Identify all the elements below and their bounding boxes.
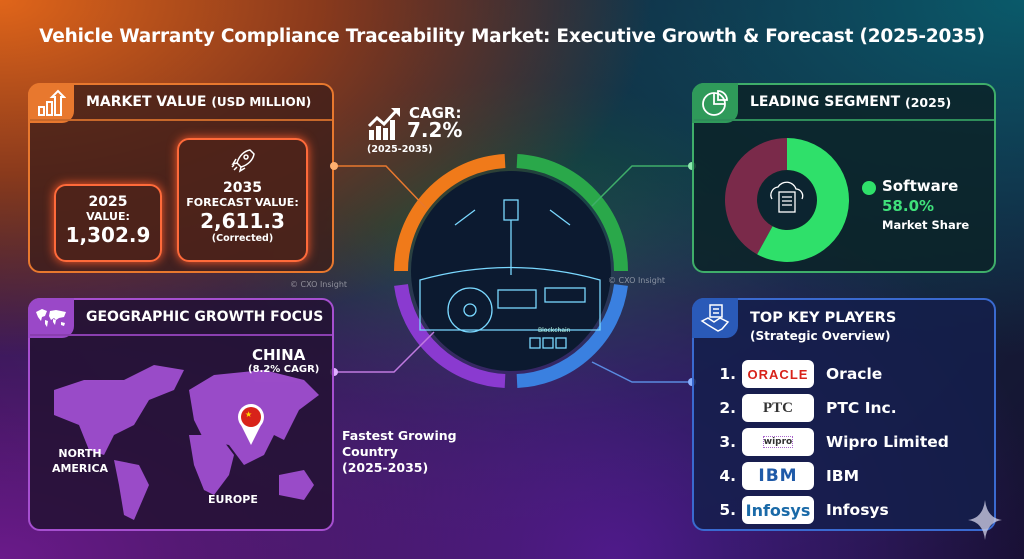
- player-logo: Infosys: [742, 496, 814, 524]
- key-player-row: 5. Infosys Infosys: [712, 496, 889, 524]
- player-name: IBM: [826, 467, 860, 485]
- segment-share-label: Market Share: [882, 218, 970, 232]
- header-text: GEOGRAPHIC GROWTH FOCUS: [86, 309, 324, 325]
- watermark: © CXO Insight: [608, 276, 666, 285]
- donut-segment-other: [725, 138, 787, 255]
- cagr-period: (2025-2035): [367, 144, 433, 155]
- panel-header: GEOGRAPHIC GROWTH FOCUS: [30, 300, 332, 336]
- current-value-box: 2025 VALUE: 1,302.9: [54, 184, 162, 262]
- callout-line: Fastest Growing: [342, 428, 457, 443]
- current-year: 2025: [88, 194, 128, 210]
- player-logo: ORACLE: [742, 360, 814, 388]
- callout-line: (2025-2035): [342, 460, 429, 475]
- share-donut-chart: [725, 138, 849, 262]
- donut-segment-software: [757, 138, 849, 262]
- segment-share: 58.0%: [882, 197, 935, 215]
- watermark: © CXO Insight: [290, 280, 348, 289]
- bar-chart-arrow-icon: [28, 83, 74, 123]
- logo-text: IBM: [758, 466, 798, 486]
- cagr-label: CAGR:: [409, 104, 462, 122]
- player-name: PTC Inc.: [826, 399, 897, 417]
- logo-text: wipro: [762, 436, 794, 448]
- forecast-label: FORECAST VALUE:: [186, 196, 299, 209]
- player-name: Infosys: [826, 501, 889, 519]
- header-subtext: (Strategic Overview): [750, 329, 891, 343]
- current-label: VALUE:: [86, 210, 130, 223]
- forecast-year: 2035: [223, 180, 262, 196]
- player-logo: IBM: [742, 462, 814, 490]
- orange-arc: [393, 154, 506, 272]
- player-rank: 1.: [719, 365, 736, 383]
- legend-dot: [862, 181, 876, 195]
- blue-arc: [516, 283, 628, 388]
- logo-text: Infosys: [745, 500, 811, 520]
- player-rank: 4.: [719, 467, 736, 485]
- page-title: Vehicle Warranty Compliance Traceability…: [39, 26, 985, 47]
- cloud-document-icon: [770, 181, 804, 213]
- central-ring-graphic: Blockchain: [393, 154, 629, 388]
- current-value: 1,302.9: [65, 223, 151, 247]
- china-flag-icon: [241, 407, 261, 427]
- key-player-row: 1. ORACLE Oracle: [712, 360, 882, 388]
- world-map: ★: [54, 365, 319, 520]
- key-player-row: 4. IBM IBM: [712, 462, 859, 490]
- world-map-icon: [28, 298, 74, 338]
- logo-text: ORACLE: [747, 366, 809, 382]
- purple-arc: [394, 283, 506, 388]
- sparkle-icon: [968, 500, 1002, 540]
- key-players-panel: TOP KEY PLAYERS (Strategic Overview) 1. O…: [692, 298, 996, 531]
- leading-segment-panel: LEADING SEGMENT (2025) Software 58.0% Ma…: [692, 83, 996, 273]
- fastest-growing-callout: Fastest Growing Country (2025-2035): [342, 428, 457, 476]
- forecast-value: 2,611.3: [200, 209, 285, 233]
- header-text: MARKET VALUE: [86, 94, 207, 110]
- callout-line: Country: [342, 444, 398, 459]
- donut-hole: [759, 172, 815, 228]
- country-cagr: (8.2% CAGR): [248, 364, 320, 375]
- panel-header: MARKET VALUE (USD MILLION): [30, 85, 332, 121]
- rocket-icon: [179, 146, 306, 180]
- player-logo: PTC: [742, 394, 814, 422]
- car-dashboard-icon: [419, 199, 601, 349]
- header-year: (2025): [905, 94, 952, 110]
- svg-text:★: ★: [245, 410, 252, 419]
- player-name: Oracle: [826, 365, 883, 383]
- dashboard-label: Blockchain: [538, 327, 571, 334]
- cagr-value: 7.2%: [407, 118, 463, 142]
- region-label-europe: EUROPE: [208, 493, 258, 506]
- panel-header: LEADING SEGMENT (2025): [694, 85, 994, 121]
- region-label-north-america: NORTH AMERICA: [51, 447, 109, 475]
- pie-chart-icon: [692, 83, 738, 123]
- player-rank: 2.: [719, 399, 736, 417]
- key-player-row: 3. wipro Wipro Limited: [712, 428, 949, 456]
- header-text: LEADING SEGMENT: [750, 94, 901, 110]
- player-name: Wipro Limited: [826, 433, 949, 451]
- green-arc: [516, 154, 629, 272]
- player-rank: 5.: [719, 501, 736, 519]
- geographic-growth-panel: GEOGRAPHIC GROWTH FOCUS ★ CHINA (8.2% CA…: [28, 298, 334, 531]
- logo-text: PTC: [763, 399, 793, 416]
- growth-chart-icon: [367, 108, 400, 140]
- segment-name: Software: [882, 177, 959, 195]
- player-rank: 3.: [719, 433, 736, 451]
- forecast-value-box: 2035 FORECAST VALUE: 2,611.3 (Corrected): [177, 138, 308, 262]
- forecast-note: (Corrected): [211, 233, 274, 244]
- player-logo: wipro: [742, 428, 814, 456]
- market-value-panel: MARKET VALUE (USD MILLION) 2025 VALUE: 1…: [28, 83, 334, 273]
- key-player-row: 2. PTC PTC Inc.: [712, 394, 897, 422]
- header-text: TOP KEY PLAYERS: [750, 310, 897, 326]
- handshake-icon: [692, 298, 738, 338]
- country-name: CHINA: [252, 346, 306, 364]
- header-unit: (USD MILLION): [211, 95, 312, 109]
